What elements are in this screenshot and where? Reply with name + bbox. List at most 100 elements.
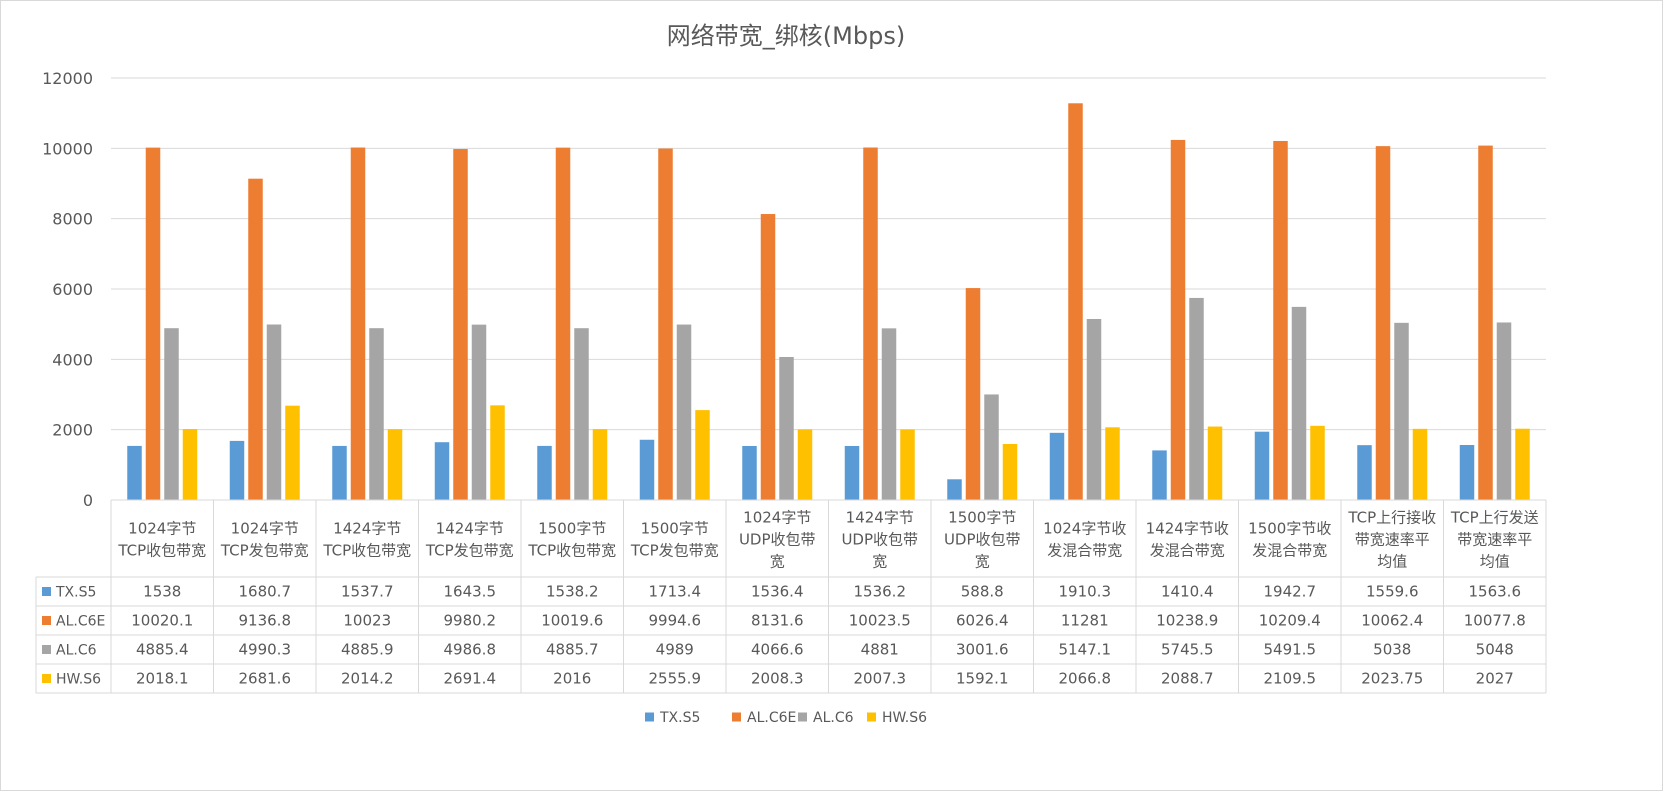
bar <box>164 328 179 500</box>
data-table: 1024字节 TCP收包带宽 1024字节 TCP发包带宽 1424字节 TCP收包带宽 1… <box>35 499 1547 694</box>
category-label: 发混合带宽 <box>1150 542 1225 560</box>
table-cell-value: 1942.7 <box>1264 583 1317 601</box>
bar <box>592 429 608 500</box>
table-cell-value: 1538.2 <box>546 583 599 601</box>
table-cell-value: 1559.6 <box>1366 583 1419 601</box>
table-cell-value: 2008.3 <box>751 670 804 688</box>
table-cell-value: 10019.6 <box>541 612 603 630</box>
bar <box>844 445 860 500</box>
table-cell-value: 4989 <box>656 641 694 659</box>
series-key-al-c6 <box>42 645 51 654</box>
table-cell-value: 1643.5 <box>444 583 497 601</box>
category-label: 1424字节 <box>846 509 914 527</box>
table-cell-value: 9980.2 <box>444 612 497 630</box>
bar <box>248 178 263 500</box>
table-cell-value: 9994.6 <box>649 612 702 630</box>
bar <box>965 288 981 500</box>
category-label: 带宽速率平 <box>1355 531 1430 549</box>
table-cell-value: 2007.3 <box>854 670 907 688</box>
category-label: 1500字节 <box>538 520 606 538</box>
category-label: UDP收包带 <box>841 531 918 549</box>
table-cell-value: 11281 <box>1061 612 1109 630</box>
bar <box>947 479 962 500</box>
category-label: 1500字节 <box>641 520 709 538</box>
table-cell-value: 4885.9 <box>341 641 394 659</box>
bar <box>266 324 282 500</box>
category-label: 1500字节 <box>948 509 1016 527</box>
category-label: 1024字节收 <box>1043 520 1126 538</box>
table-cell-value: 1910.3 <box>1059 583 1112 601</box>
table-cell-value: 10020.1 <box>131 612 193 630</box>
legend-label: HW.S6 <box>882 710 927 726</box>
table-cell-value: 1410.4 <box>1161 583 1214 601</box>
legend: TX.S5 AL.C6E AL.C6 HW.S6 <box>645 710 927 726</box>
bar <box>434 442 450 500</box>
legend-key <box>798 712 807 722</box>
bar <box>471 324 487 500</box>
y-tick-label: 6000 <box>52 280 93 299</box>
table-cell-value: 1680.7 <box>239 583 292 601</box>
category-label: 带宽速率平 <box>1457 531 1532 549</box>
legend-label: TX.S5 <box>659 710 700 726</box>
category-label: 1424字节 <box>333 520 401 538</box>
bar <box>639 439 655 500</box>
y-tick-label: 10000 <box>42 139 93 158</box>
bar <box>742 445 757 500</box>
table-cell-value: 1592.1 <box>956 670 1009 688</box>
bar <box>453 149 468 500</box>
table-cell-value: 1536.4 <box>751 583 804 601</box>
y-axis: 0 2000 4000 6000 8000 10000 12000 <box>42 69 93 510</box>
table-cell-value: 2109.5 <box>1264 670 1317 688</box>
table-cell-value: 8131.6 <box>751 612 804 630</box>
category-label: UDP收包带 <box>944 531 1021 549</box>
chart-title: 网络带宽_绑核(Mbps) <box>667 22 905 50</box>
bar <box>1207 426 1223 500</box>
bar <box>350 147 366 500</box>
table-cell-value: 5048 <box>1476 641 1514 659</box>
legend-key <box>645 712 654 722</box>
table-cell-value: 2681.6 <box>239 670 292 688</box>
series-key-hw-s6 <box>42 674 51 683</box>
series-name: TX.S5 <box>55 585 96 601</box>
table-cell-value: 10062.4 <box>1361 612 1423 630</box>
y-tick-label: 0 <box>83 491 93 510</box>
table-cell-value: 10023 <box>343 612 391 630</box>
series-name: AL.C6E <box>56 614 105 630</box>
category-label: 1500字节收 <box>1248 520 1331 538</box>
bar <box>695 410 710 500</box>
bar <box>490 405 505 500</box>
category-label: 1024字节 <box>743 509 811 527</box>
table-cell-value: 5147.1 <box>1059 641 1112 659</box>
bar <box>779 356 794 500</box>
table-cell-value: 4885.4 <box>136 641 189 659</box>
bar <box>537 445 552 500</box>
bar <box>387 429 403 500</box>
table-cell-value: 10238.9 <box>1156 612 1218 630</box>
table-cell-value: 2016 <box>553 670 591 688</box>
table-cell-value: 588.8 <box>961 583 1004 601</box>
bars <box>127 103 1530 501</box>
table-cell-value: 3001.6 <box>956 641 1009 659</box>
category-label: 1024字节 <box>231 520 299 538</box>
bar <box>1189 297 1204 500</box>
bar <box>182 429 198 500</box>
table-cell-value: 2018.1 <box>136 670 189 688</box>
table-cell-value: 5745.5 <box>1161 641 1214 659</box>
bar <box>1412 428 1428 500</box>
gridlines <box>111 77 1546 431</box>
category-label: 发混合带宽 <box>1047 542 1122 560</box>
y-tick-label: 4000 <box>52 350 93 369</box>
category-label: TCP上行发送 <box>1450 509 1539 527</box>
table-cell-value: 1538 <box>143 583 181 601</box>
category-label: 均值 <box>1377 553 1407 571</box>
category-label: TCP发包带宽 <box>425 542 514 560</box>
bar <box>984 394 999 500</box>
table-cell-value: 5038 <box>1373 641 1411 659</box>
bar <box>797 429 813 500</box>
category-label: UDP收包带 <box>739 531 816 549</box>
bar <box>1049 432 1065 500</box>
table-cell-value: 10023.5 <box>849 612 911 630</box>
category-label: TCP上行接收 <box>1347 509 1436 527</box>
bar <box>863 147 878 501</box>
